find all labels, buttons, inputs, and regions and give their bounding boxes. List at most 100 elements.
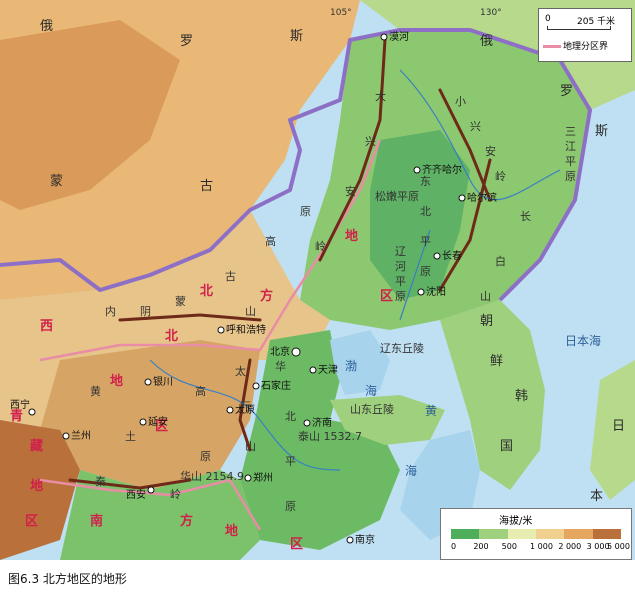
label-nk-2: 鲜 <box>490 354 503 369</box>
city-shijiazhuang: 石家庄 <box>261 379 291 392</box>
label-xxal-1: 小 <box>455 95 466 108</box>
label-nm-2: 蒙 <box>175 295 186 308</box>
elevation-title: 海拔/米 <box>499 516 533 527</box>
label-sea-of-japan: 日本海 <box>565 333 601 348</box>
label-yinshan-1: 阴 <box>140 305 151 318</box>
figure-caption: 图6.3 北方地区的地形 <box>8 572 127 586</box>
label-bohai-2: 海 <box>365 383 377 398</box>
label-russia-ne-1: 俄 <box>480 34 493 49</box>
boundary-legend-row: 地理分区界 <box>543 39 608 52</box>
label-south-3: 地 <box>225 523 238 539</box>
label-russia-ne-2: 罗 <box>560 84 573 99</box>
sea-bohai <box>330 330 390 395</box>
label-tibet-1: 青 <box>10 408 23 424</box>
label-db-1: 东 <box>420 175 431 188</box>
city-beijing: 北京 <box>270 345 290 358</box>
elevation-ticks: 0 200 500 1 000 2 000 3 000 5 000 <box>447 542 630 554</box>
label-db-3: 平 <box>420 235 431 248</box>
label-yellow-2: 海 <box>405 463 417 478</box>
label-dxal-2: 兴 <box>365 135 376 148</box>
label-dxal-3: 安 <box>345 184 356 198</box>
label-db-2: 北 <box>420 205 431 218</box>
label-hb-1: 华 <box>275 359 286 373</box>
label-hb-2: 北 <box>285 410 296 423</box>
elevation-tick: 5 000 <box>607 542 630 551</box>
city-lanzhou: 兰州 <box>71 429 91 442</box>
label-northern-1: 北 <box>200 284 213 299</box>
label-nm-1: 内 <box>105 304 116 318</box>
land-shandong <box>330 395 445 445</box>
land-songnen-plain <box>370 130 470 300</box>
label-mongolia-2: 古 <box>200 179 213 194</box>
label-sk-1: 韩 <box>515 389 528 404</box>
mountain-ranges <box>68 38 492 490</box>
city-jinan: 济南 <box>312 416 332 429</box>
label-mongolia-1: 蒙 <box>50 174 63 189</box>
boundary-swatch <box>543 45 561 48</box>
elevation-tick: 200 <box>473 542 489 551</box>
label-ht-3: 高 <box>195 384 206 398</box>
label-south-2: 方 <box>180 513 193 529</box>
city-changchun: 长春 <box>442 250 462 262</box>
land-tibet-edge <box>0 420 80 560</box>
scale-zero: 0 <box>545 14 551 24</box>
land-loess <box>40 340 260 490</box>
label-changbai-3: 山 <box>480 290 491 303</box>
label-th-2: 行 <box>240 400 251 413</box>
label-lh-3: 平 <box>395 275 406 288</box>
land-huabei-plain <box>240 330 400 550</box>
scale-bar-row: 0 205 千米 <box>545 14 625 30</box>
label-ld-hills: 辽东丘陵 <box>380 342 424 355</box>
elevation-tick: 2 000 <box>558 542 582 551</box>
label-sj-1: 三 <box>565 125 576 138</box>
city-yinchuan: 银川 <box>153 375 173 388</box>
elevation-swatch-1 <box>479 529 508 539</box>
label-yellow-1: 黄 <box>425 404 437 418</box>
city-xian: 西安 <box>126 488 146 501</box>
label-yinshan-2: 山 <box>245 305 256 318</box>
label-db-4: 原 <box>420 265 431 278</box>
label-japan-2: 本 <box>590 489 603 504</box>
label-nw-3: 地 <box>110 373 123 389</box>
city-huhhot: 呼和浩特 <box>226 324 266 336</box>
longitude-105-label: 105° <box>330 8 352 18</box>
label-dxal-1: 大 <box>375 89 386 103</box>
map-legend: 0 205 千米 地理分区界 <box>538 8 632 62</box>
land-west-high <box>0 20 180 210</box>
label-south-4: 区 <box>290 537 303 552</box>
label-sd-hills: 山东丘陵 <box>350 403 394 416</box>
label-xxal-2: 兴 <box>470 120 481 133</box>
label-tibet-2: 藏 <box>30 438 43 454</box>
city-mohe: 漠河 <box>389 31 409 43</box>
label-lh-1: 辽 <box>395 245 406 258</box>
label-nw-2: 北 <box>165 329 178 344</box>
geo-division-boundary-south <box>39 478 262 531</box>
elevation-legend: 海拔/米 0 200 500 1 000 2 000 3 000 5 000 <box>440 508 632 560</box>
label-songnen: 松嫩平原 <box>375 189 419 203</box>
label-ht-1: 黄 <box>90 384 101 398</box>
city-taiyuan: 太原 <box>235 403 255 416</box>
label-changbai-2: 白 <box>495 254 506 268</box>
national-border <box>0 28 592 302</box>
label-russia-ne-3: 斯 <box>595 124 608 139</box>
label-nm-5: 原 <box>300 205 311 218</box>
elevation-tick: 500 <box>501 542 517 551</box>
elevation-swatch-0 <box>451 529 480 539</box>
rivers <box>149 69 561 471</box>
city-zhengzhou: 郑州 <box>253 471 273 484</box>
elevation-tick: 1 000 <box>530 542 553 551</box>
scale-bar <box>547 26 611 30</box>
land-japan <box>590 360 635 500</box>
label-ql-2: 岭 <box>170 487 181 501</box>
label-xxal-4: 岭 <box>495 169 506 183</box>
label-th-3: 山 <box>245 440 256 453</box>
label-sj-3: 平 <box>565 155 576 168</box>
label-tibet-4: 区 <box>25 514 38 529</box>
label-nw-1: 西 <box>40 319 53 334</box>
label-northern-4: 区 <box>380 289 393 304</box>
label-russia-1: 俄 <box>40 19 53 34</box>
city-shenyang: 沈阳 <box>426 285 446 298</box>
label-ht-4: 原 <box>200 450 211 463</box>
label-sj-2: 江 <box>565 140 576 153</box>
label-nm-4: 高 <box>265 234 276 248</box>
